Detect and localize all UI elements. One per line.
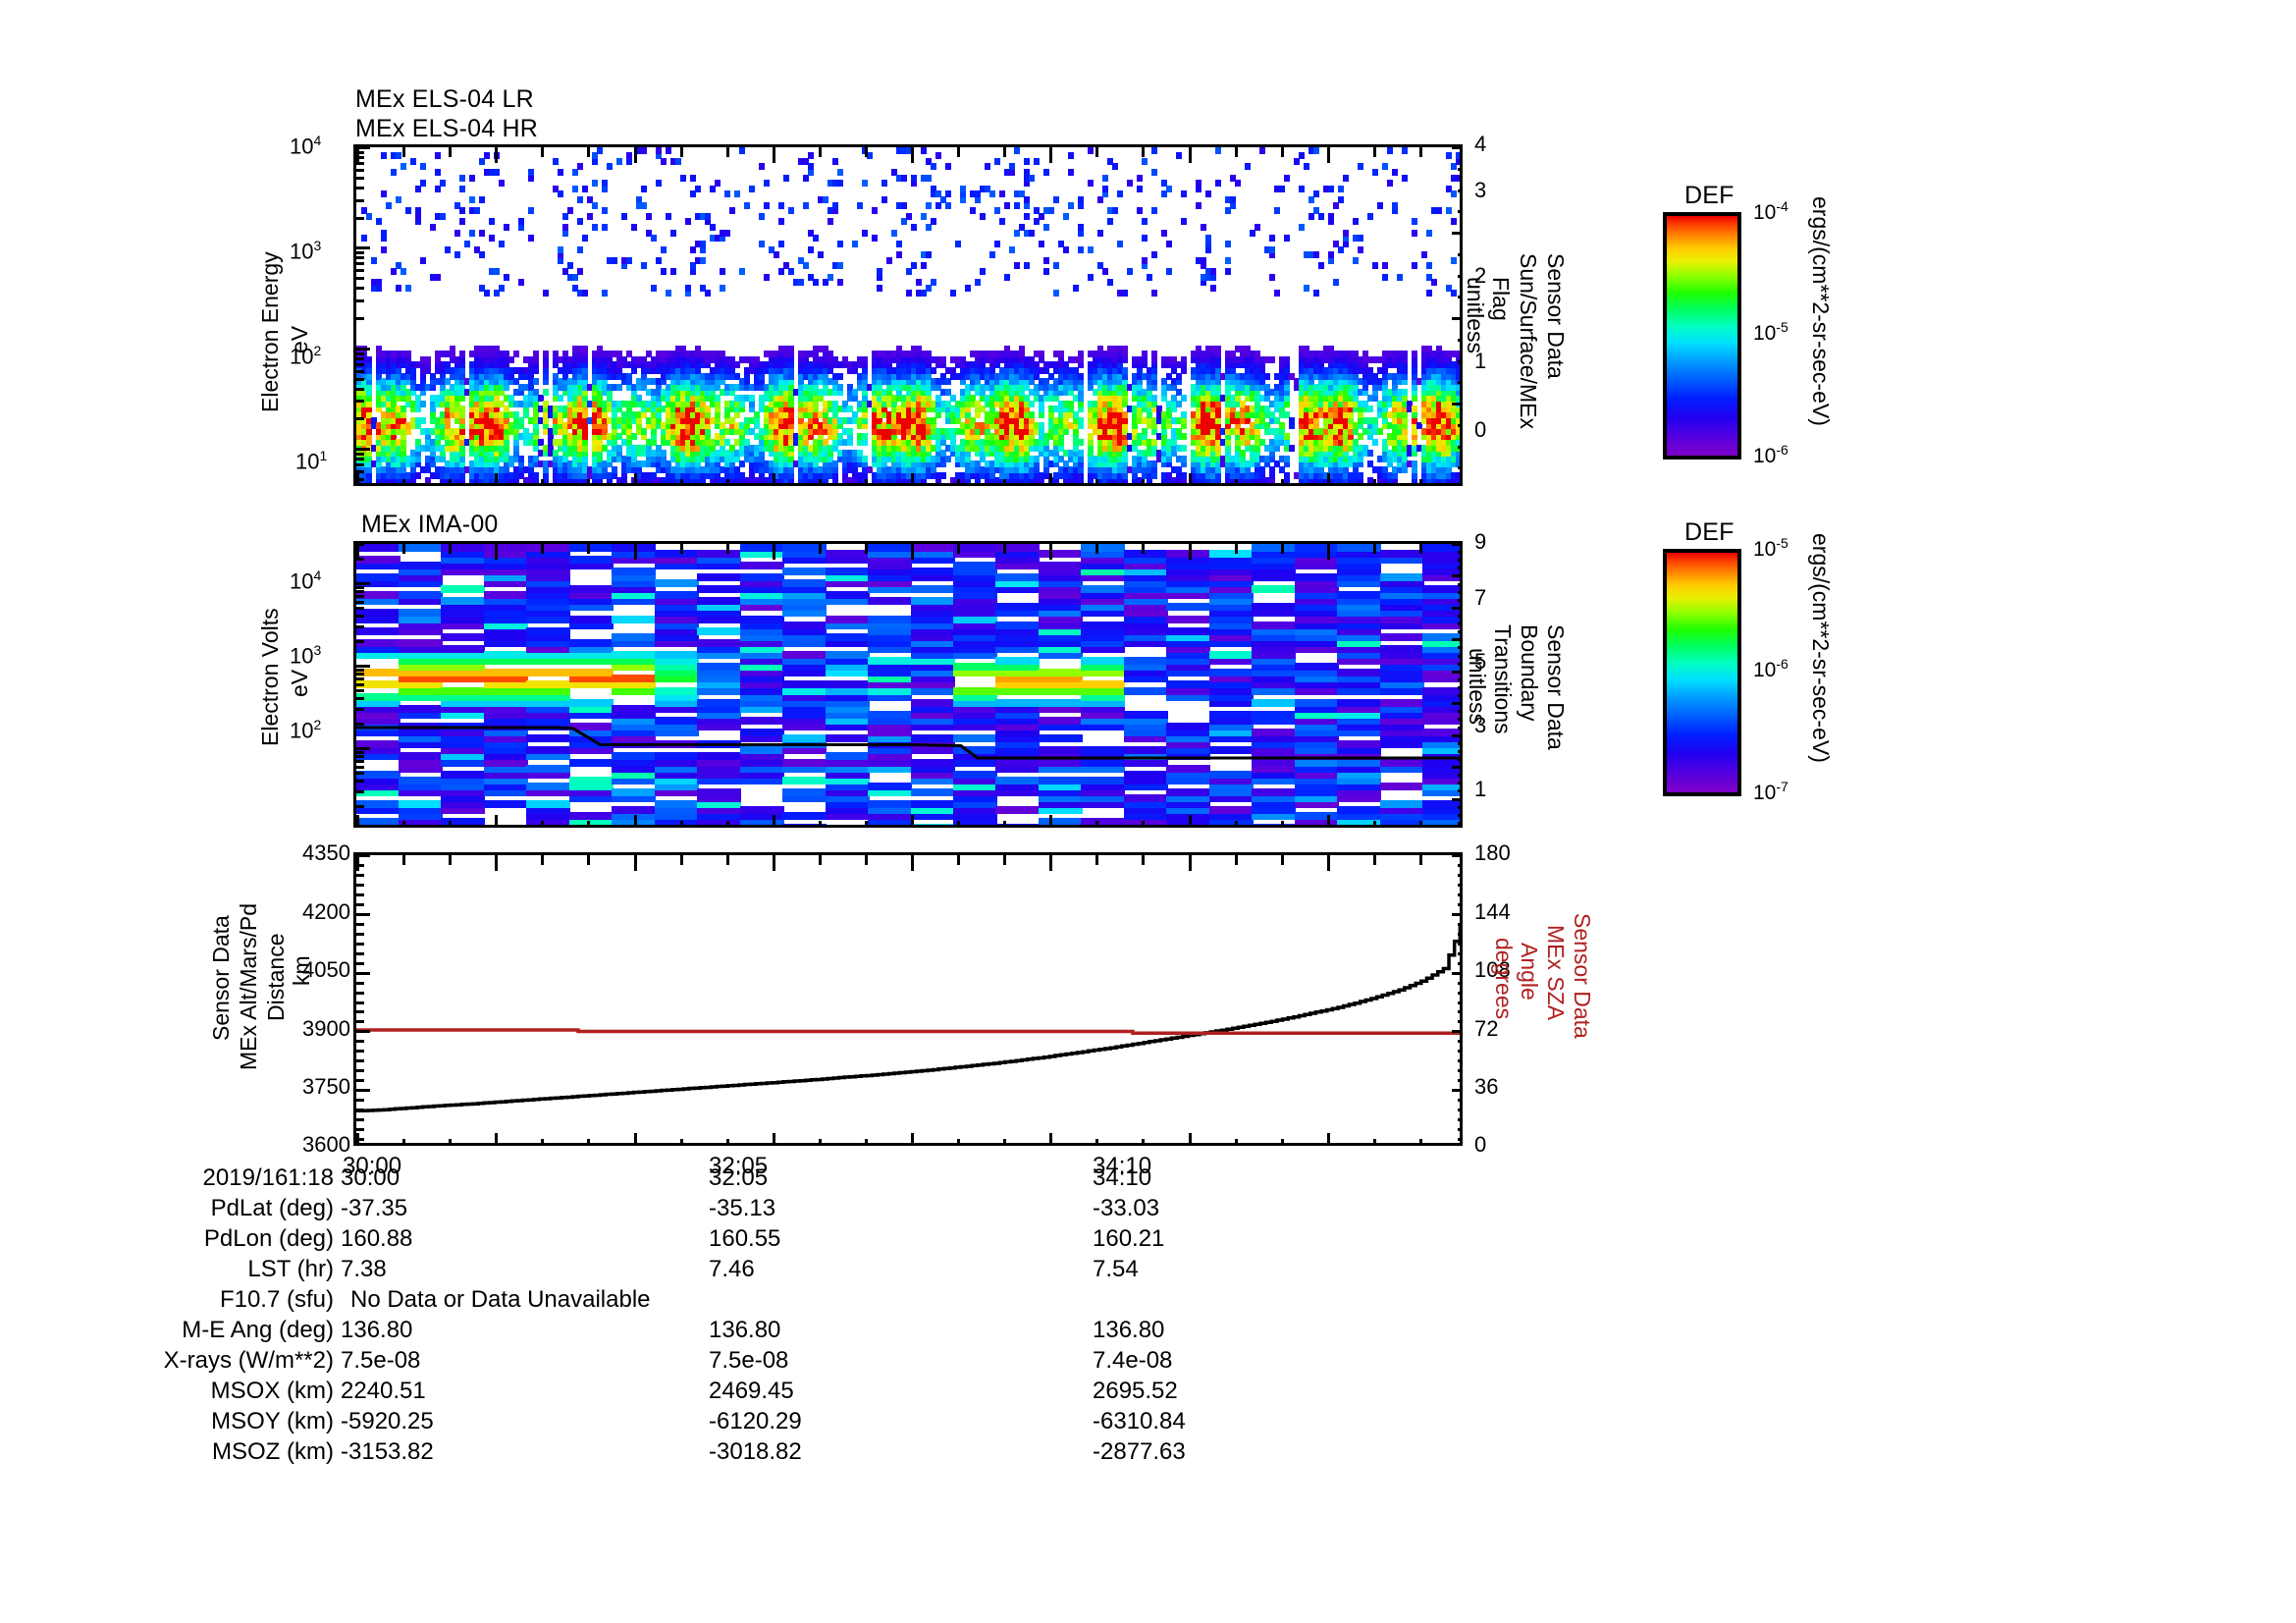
xaxis-tick-label-1: 32:05 xyxy=(709,1153,769,1179)
ephemeris-cell: 30:00 xyxy=(341,1164,400,1191)
panel2-left-axis-unit: eV xyxy=(287,669,312,697)
ephemeris-cell: -35.13 xyxy=(709,1195,776,1221)
panel3-left-tick-3600: 3600 xyxy=(302,1132,350,1157)
ephemeris-cell: -6310.84 xyxy=(1093,1408,1186,1434)
panel1-right-tick-4: 4 xyxy=(1474,132,1487,156)
panel3-left-tick-4200: 4200 xyxy=(302,899,350,924)
panel-els04-spectrogram[interactable] xyxy=(353,144,1463,486)
panel1-right-axis-label-l4: unitless xyxy=(1463,277,1488,353)
colorbar1-mid-label: 10-5 xyxy=(1753,319,1789,345)
ephemeris-row-label: PdLat (deg) xyxy=(210,1195,334,1221)
ephemeris-row-label: M-E Ang (deg) xyxy=(182,1317,334,1343)
ephemeris-cell: -37.35 xyxy=(341,1195,408,1221)
panel2-right-tick-7: 7 xyxy=(1474,585,1487,610)
colorbar2 xyxy=(1663,549,1741,796)
panel2-left-axis-label: Electron Volts xyxy=(257,608,283,746)
ephemeris-cell: 7.46 xyxy=(709,1256,755,1282)
panel2-right-tick-9: 9 xyxy=(1474,529,1487,554)
ephemeris-cell: 160.55 xyxy=(709,1225,781,1252)
ephemeris-row-label: LST (hr) xyxy=(247,1256,334,1282)
xaxis-tick-label-0: 30:00 xyxy=(343,1153,402,1179)
colorbar2-mid-label: 10-6 xyxy=(1753,656,1789,681)
panel3-right-tick-72: 72 xyxy=(1474,1016,1499,1041)
panel1-left-tick-1e4: 104 xyxy=(290,133,322,159)
panel1-left-tick-1e2: 102 xyxy=(290,343,322,369)
panel1-left-tick-1e3: 103 xyxy=(290,238,322,264)
colorbar1-title: DEF xyxy=(1684,182,1735,209)
colorbar2-units: ergs/(cm**2-sr-sec-eV) xyxy=(1808,533,1834,763)
panel3-left-axis-label-l3: Distance xyxy=(263,933,289,1021)
panel3-left-tick-3900: 3900 xyxy=(302,1016,350,1041)
panel3-right-tick-108: 108 xyxy=(1474,957,1511,982)
ephemeris-cell: -2877.63 xyxy=(1093,1438,1186,1465)
panel2-left-tick-1e2: 102 xyxy=(290,717,322,743)
panel2-left-tick-1e4: 104 xyxy=(290,568,322,594)
panel1-right-tick-3: 3 xyxy=(1474,178,1487,202)
ephemeris-row-label: 2019/161:18 xyxy=(202,1164,334,1191)
ephemeris-row-label: MSOX (km) xyxy=(210,1378,334,1404)
panel3-left-tick-3750: 3750 xyxy=(302,1074,350,1099)
xaxis-tick-label-2: 34:10 xyxy=(1093,1153,1152,1179)
panel3-right-tick-180: 180 xyxy=(1474,840,1511,865)
colorbar2-bottom-label: 10-7 xyxy=(1753,779,1789,804)
ephemeris-cell: 2240.51 xyxy=(341,1378,426,1404)
ephemeris-cell: 7.54 xyxy=(1093,1256,1139,1282)
panel3-right-tick-36: 36 xyxy=(1474,1074,1499,1099)
panel1-title-lr: MEx ELS-04 LR xyxy=(355,85,534,113)
ephemeris-row-label: X-rays (W/m**2) xyxy=(163,1347,334,1374)
ephemeris-cell: 136.80 xyxy=(709,1317,781,1343)
ephemeris-cell: 136.80 xyxy=(1093,1317,1165,1343)
ephemeris-cell: 34:10 xyxy=(1093,1164,1152,1191)
panel2-left-tick-1e3: 103 xyxy=(290,642,322,669)
panel2-right-axis-label-l4: unitless xyxy=(1465,648,1490,725)
panel1-left-tick-1e1: 101 xyxy=(295,448,328,474)
panel1-title-hr: MEx ELS-04 HR xyxy=(355,115,538,142)
panel1-left-axis-unit: eV xyxy=(287,325,312,353)
ephemeris-row-label: MSOZ (km) xyxy=(212,1438,334,1465)
ephemeris-cell: -6120.29 xyxy=(709,1408,802,1434)
panel2-right-tick-1: 1 xyxy=(1474,777,1487,801)
panel3-left-axis-label-l4: km xyxy=(289,955,314,986)
ephemeris-cell: 160.21 xyxy=(1093,1225,1165,1252)
panel1-right-tick-1: 1 xyxy=(1474,349,1487,373)
panel3-left-tick-4350: 4350 xyxy=(302,840,350,865)
panel2-title: MEx IMA-00 xyxy=(361,511,499,538)
ephemeris-cell: -3153.82 xyxy=(341,1438,434,1465)
ephemeris-row-label: PdLon (deg) xyxy=(203,1225,334,1252)
ephemeris-no-data-text: No Data or Data Unavailable xyxy=(350,1286,651,1313)
ephemeris-cell: 136.80 xyxy=(341,1317,413,1343)
colorbar2-top-label: 10-5 xyxy=(1753,535,1789,561)
ephemeris-cell: 2695.52 xyxy=(1093,1378,1178,1404)
ephemeris-cell: -3018.82 xyxy=(709,1438,802,1465)
ephemeris-cell: -33.03 xyxy=(1093,1195,1160,1221)
panel1-right-tick-2: 2 xyxy=(1474,263,1487,288)
panel3-left-axis-label-l2: MEx Alt/Mars/Pd xyxy=(236,903,261,1070)
panel3-right-tick-0: 0 xyxy=(1474,1132,1487,1157)
ephemeris-cell: 7.5e-08 xyxy=(341,1347,421,1374)
ephemeris-cell: 7.5e-08 xyxy=(709,1347,789,1374)
ephemeris-cell: 7.38 xyxy=(341,1256,387,1282)
ephemeris-cell: 32:05 xyxy=(709,1164,769,1191)
panel2-right-axis-label-l3: Transitions xyxy=(1490,624,1516,734)
panel1-left-axis-label: Electron Energy xyxy=(257,251,283,412)
colorbar1 xyxy=(1663,212,1741,460)
panel3-right-axis-label-l4: degrees xyxy=(1491,938,1517,1020)
panel3-left-tick-4050: 4050 xyxy=(302,957,350,982)
colorbar1-top-label: 10-4 xyxy=(1753,198,1789,224)
ephemeris-row-label: F10.7 (sfu) xyxy=(219,1286,334,1313)
panel3-right-tick-144: 144 xyxy=(1474,899,1511,924)
panel-ima00-spectrogram[interactable] xyxy=(353,541,1463,828)
colorbar2-title: DEF xyxy=(1684,518,1735,546)
colorbar1-bottom-label: 10-6 xyxy=(1753,442,1789,467)
panel2-right-tick-5: 5 xyxy=(1474,649,1487,674)
colorbar1-units: ergs/(cm**2-sr-sec-eV) xyxy=(1808,196,1834,426)
panel1-right-tick-0: 0 xyxy=(1474,417,1487,442)
panel2-right-tick-3: 3 xyxy=(1474,713,1487,737)
ephemeris-cell: 7.4e-08 xyxy=(1093,1347,1173,1374)
ephemeris-cell: 2469.45 xyxy=(709,1378,794,1404)
ephemeris-row-label: MSOY (km) xyxy=(211,1408,334,1434)
ephemeris-cell: -5920.25 xyxy=(341,1408,434,1434)
panel-altitude-sza-line[interactable] xyxy=(353,852,1463,1146)
ephemeris-cell: 160.88 xyxy=(341,1225,413,1252)
